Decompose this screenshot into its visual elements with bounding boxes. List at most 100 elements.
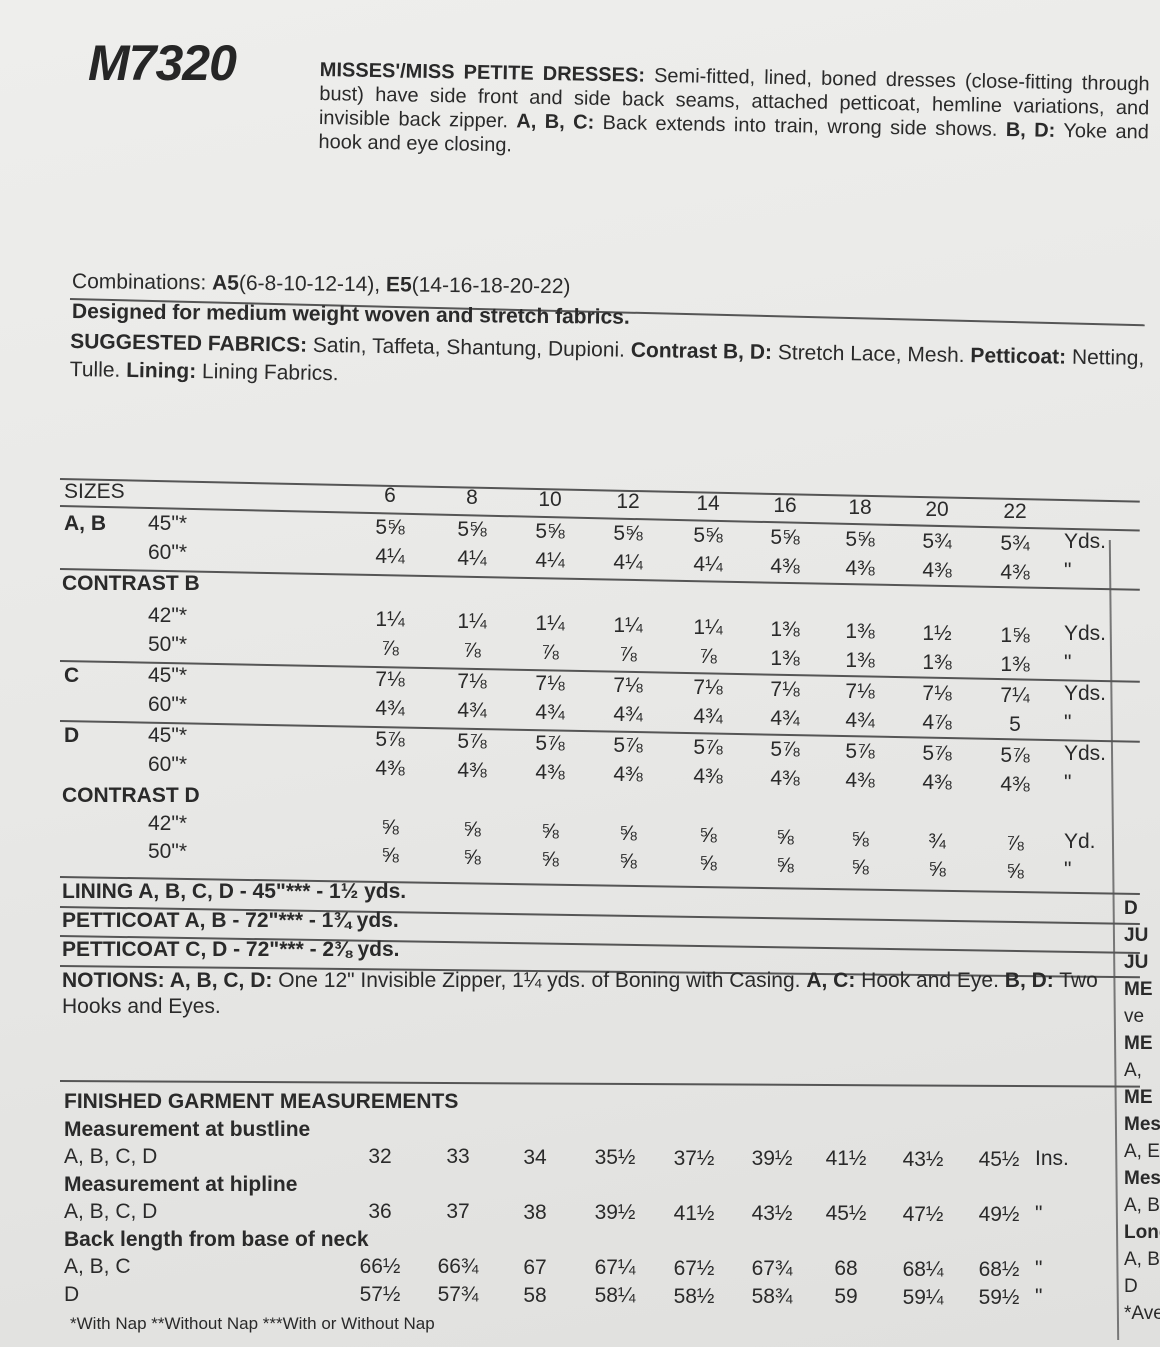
right-column-text: A, B	[1124, 1195, 1160, 1216]
measurement-cell: 59	[834, 1285, 858, 1308]
measurement-cell: 45½	[825, 1202, 867, 1225]
yardage-cell: ⅞	[463, 639, 481, 662]
yardage-cell: ⅝	[776, 826, 794, 849]
measurement-heading: Measurement at bustline	[64, 1118, 311, 1141]
unit-label: "	[1064, 651, 1072, 674]
yardage-cell: ⅞	[619, 643, 637, 666]
yardage-cell: 4¾	[693, 705, 723, 728]
unit-label: "	[1064, 771, 1072, 794]
notions-ac-label: A, C:	[806, 969, 856, 992]
right-column-text: *Avec	[1124, 1303, 1160, 1324]
yardage-cell: ⅝	[928, 858, 946, 881]
notions-ac-text: Hook and Eye.	[861, 969, 999, 992]
unit-label: Yds.	[1064, 742, 1107, 765]
fabrics-text: Satin, Taffeta, Shantung, Dupioni.	[312, 333, 626, 362]
yardage-cell: ⅝	[619, 822, 637, 845]
right-column-text: Mes	[1124, 1168, 1160, 1189]
yardage-cell: 4¼	[613, 551, 643, 574]
unit-label: "	[1035, 1257, 1043, 1280]
fabrics-label: SUGGESTED FABRICS:	[70, 330, 308, 357]
unit-label: "	[1035, 1285, 1043, 1308]
yardage-cell: 7⅛	[770, 678, 800, 701]
yardage-cell: 4¼	[375, 545, 405, 568]
suggested-fabrics: SUGGESTED FABRICS: Satin, Taffeta, Shant…	[70, 328, 1146, 401]
yardage-cell: ⅝	[381, 816, 399, 839]
yardage-cell: ⅝	[699, 852, 717, 875]
yardage-cell: 7⅛	[922, 682, 952, 705]
notions-text: One 12" Invisible Zipper, 1¼ yds. of Bon…	[278, 969, 801, 992]
yardage-cell: ⅝	[1006, 860, 1024, 883]
sizes-label: SIZES	[64, 480, 125, 503]
yardage-cell: 7⅛	[457, 670, 487, 693]
yardage-cell: 4⅜	[770, 555, 800, 578]
right-column-text: A,	[1124, 1060, 1142, 1081]
fabric-width: 42"*	[148, 604, 187, 627]
measurement-cell: 66¾	[437, 1255, 479, 1278]
notions-bd-text: Two Hooks and Eyes.	[62, 969, 1098, 1018]
yardage-cell: 5⅝	[613, 522, 643, 545]
fabric-width: 60"*	[148, 753, 187, 776]
yardage-cell: 1⅜	[1000, 653, 1030, 676]
size-header: 18	[848, 496, 872, 519]
yardage-cell: 4¾	[613, 703, 643, 726]
yardage-cell: 1¼	[535, 612, 565, 635]
yardage-cell: 5⅝	[693, 524, 723, 547]
yardage-cell: ⅝	[851, 828, 869, 851]
yardage-cell: 1⅝	[1000, 624, 1030, 647]
measurement-cell: 68½	[978, 1258, 1020, 1281]
measurement-cell: 39½	[751, 1147, 793, 1170]
row-divider	[59, 1080, 1140, 1088]
yardage-cell: 5¾	[922, 530, 952, 553]
yardage-cell: 5⅝	[457, 518, 487, 541]
view-bd-label: B, D:	[1005, 118, 1056, 142]
yardage-cell: ⅝	[619, 850, 637, 873]
measurement-cell: 67	[523, 1256, 547, 1279]
size-header: 22	[1003, 500, 1027, 523]
yardage-cell: 1⅜	[770, 647, 800, 670]
measurement-cell: 57¾	[437, 1283, 479, 1306]
view-label: A, B	[64, 512, 106, 535]
lining-label: Lining:	[126, 358, 197, 383]
yardage-cell: 4¾	[845, 709, 875, 732]
yardage-cell: 5	[1009, 713, 1021, 736]
measurement-cell: 68¼	[902, 1258, 944, 1281]
measurement-cell: 41½	[825, 1147, 867, 1170]
yardage-cell: 4¼	[457, 547, 487, 570]
finished-title: FINISHED GARMENT MEASUREMENTS	[64, 1090, 459, 1113]
yardage-cell: 5⅞	[1000, 744, 1030, 767]
yardage-cell: 5⅞	[457, 730, 487, 753]
unit-label: Yds.	[1064, 682, 1107, 705]
measurement-cell: 58½	[673, 1285, 715, 1308]
yardage-cell: 1⅜	[922, 651, 952, 674]
yardage-cell: 4⅜	[613, 763, 643, 786]
view-label: D	[64, 724, 80, 747]
yardage-cell: 1⅜	[845, 620, 875, 643]
right-column-text: ME	[1124, 1033, 1153, 1054]
unit-label: Ins.	[1035, 1147, 1069, 1170]
notions-bd-label: B, D:	[1004, 969, 1054, 992]
fabric-width: 45"*	[148, 512, 187, 535]
yardage-cell: 7⅛	[845, 680, 875, 703]
petticoat-cd-yardage: PETTICOAT C, D - 72"*** - 2⅜ yds.	[62, 938, 400, 961]
yardage-cell: 4¾	[375, 697, 405, 720]
measurement-heading: Measurement at hipline	[64, 1173, 298, 1196]
notions-label: NOTIONS: A, B, C, D:	[62, 969, 273, 992]
yardage-cell: ⅞	[1006, 832, 1024, 855]
section-heading: CONTRAST B	[62, 572, 200, 595]
view-ac-label: A, B, C:	[516, 110, 595, 134]
pattern-number: M7320	[88, 35, 237, 91]
yardage-cell: 4¾	[535, 701, 565, 724]
yardage-cell: 5⅝	[845, 528, 875, 551]
yardage-cell: 5⅞	[693, 736, 723, 759]
yardage-cell: 5⅞	[922, 742, 952, 765]
yardage-cell: 4⅜	[375, 757, 405, 780]
unit-label: "	[1035, 1202, 1043, 1225]
yardage-cell: 4⅜	[457, 759, 487, 782]
measurement-cell: 57½	[359, 1283, 401, 1306]
measurement-cell: 67¼	[594, 1256, 636, 1279]
size-header: 14	[696, 492, 720, 515]
yardage-cell: 5⅝	[535, 520, 565, 543]
yardage-cell: 4⅜	[535, 761, 565, 784]
yardage-cell: 1¼	[457, 610, 487, 633]
